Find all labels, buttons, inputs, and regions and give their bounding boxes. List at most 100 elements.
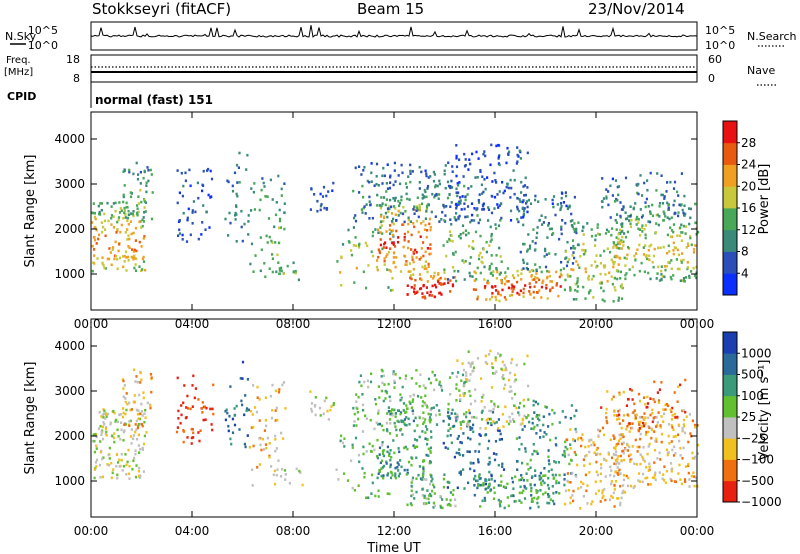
echo-cell bbox=[201, 189, 204, 193]
echo-cell bbox=[625, 474, 628, 478]
y-tick-label: 4000 bbox=[54, 339, 85, 353]
echo-cell bbox=[597, 232, 600, 236]
echo-cell bbox=[408, 198, 411, 201]
echo-cell bbox=[186, 394, 189, 398]
echo-cell bbox=[673, 445, 676, 449]
echo-cell bbox=[664, 215, 667, 218]
echo-cell bbox=[404, 423, 407, 427]
echo-cell bbox=[388, 395, 391, 399]
echo-cell bbox=[540, 285, 543, 289]
echo-cell bbox=[352, 189, 355, 193]
echo-cell bbox=[543, 481, 546, 485]
echo-cell bbox=[449, 434, 452, 437]
echo-cell bbox=[377, 409, 380, 412]
echo-cell bbox=[488, 409, 491, 413]
echo-cell bbox=[94, 432, 97, 436]
echo-cell bbox=[443, 473, 446, 476]
echo-cell bbox=[584, 455, 587, 458]
echo-cell bbox=[416, 208, 420, 212]
echo-cell bbox=[361, 467, 364, 470]
echo-cell bbox=[409, 276, 412, 280]
echo-cell bbox=[250, 242, 254, 246]
echo-cell bbox=[512, 169, 515, 172]
echo-cell bbox=[263, 185, 266, 188]
echo-cell bbox=[667, 244, 670, 248]
echo-cell bbox=[628, 445, 631, 449]
echo-cell bbox=[486, 447, 490, 450]
echo-cell bbox=[490, 143, 493, 147]
echo-cell bbox=[99, 424, 102, 428]
echo-cell bbox=[478, 433, 481, 436]
echo-cell bbox=[535, 450, 538, 453]
echo-cell bbox=[144, 210, 147, 213]
echo-cell bbox=[619, 454, 622, 458]
echo-cell bbox=[201, 221, 204, 224]
echo-cell bbox=[637, 479, 640, 482]
echo-cell bbox=[371, 234, 374, 238]
echo-cell bbox=[459, 398, 462, 401]
echo-cell bbox=[115, 418, 118, 422]
echo-cell bbox=[580, 444, 583, 448]
echo-cell bbox=[400, 396, 403, 400]
echo-cell bbox=[536, 452, 539, 455]
echo-cell bbox=[613, 474, 616, 478]
echo-cell bbox=[398, 201, 402, 205]
echo-cell bbox=[660, 174, 663, 177]
echo-cell bbox=[575, 231, 578, 235]
echo-cell bbox=[536, 231, 539, 235]
echo-cell bbox=[601, 426, 605, 430]
echo-cell bbox=[422, 220, 425, 223]
echo-cell bbox=[398, 472, 401, 475]
echo-cell bbox=[249, 410, 253, 413]
echo-cell bbox=[528, 282, 531, 285]
echo-cell bbox=[354, 236, 357, 239]
echo-cell bbox=[468, 158, 471, 161]
echo-cell bbox=[629, 215, 632, 218]
echo-cell bbox=[98, 410, 101, 414]
echo-cell bbox=[682, 211, 685, 215]
echo-cell bbox=[505, 280, 508, 283]
echo-cell bbox=[126, 460, 129, 464]
echo-cell bbox=[462, 394, 465, 397]
echo-cell bbox=[441, 498, 444, 501]
echo-cell bbox=[672, 249, 675, 252]
echo-cell bbox=[394, 180, 397, 183]
echo-cell bbox=[411, 255, 414, 259]
echo-cell bbox=[522, 478, 525, 482]
echo-cell bbox=[118, 201, 121, 204]
echo-cell bbox=[326, 409, 329, 413]
echo-cell bbox=[454, 504, 457, 508]
echo-cell bbox=[658, 451, 661, 455]
colorbar-tick-label: −25 bbox=[741, 431, 766, 445]
echo-cell bbox=[646, 188, 649, 192]
echo-cell bbox=[468, 450, 471, 454]
echo-cell bbox=[651, 476, 654, 479]
echo-cell bbox=[547, 425, 550, 428]
echo-cell bbox=[653, 247, 656, 251]
echo-cell bbox=[438, 291, 441, 295]
echo-cell bbox=[590, 277, 594, 281]
echo-cell bbox=[147, 168, 150, 172]
echo-cell bbox=[196, 181, 199, 185]
echo-cell bbox=[495, 421, 498, 424]
echo-cell bbox=[461, 224, 465, 227]
echo-cell bbox=[464, 158, 467, 161]
echo-cell bbox=[413, 445, 416, 449]
echo-cell bbox=[614, 447, 617, 451]
echo-cell bbox=[115, 255, 118, 258]
echo-cell bbox=[640, 261, 643, 265]
echo-cell bbox=[359, 374, 362, 377]
echo-cell bbox=[138, 474, 141, 478]
echo-cell bbox=[274, 389, 277, 393]
echo-cell bbox=[530, 274, 533, 277]
echo-cell bbox=[136, 380, 139, 384]
echo-cell bbox=[458, 158, 461, 161]
echo-cell bbox=[356, 410, 359, 414]
echo-cell bbox=[394, 415, 397, 419]
echo-cell bbox=[150, 173, 153, 176]
echo-cell bbox=[684, 276, 688, 279]
echo-cell bbox=[101, 437, 105, 441]
echo-cell bbox=[503, 189, 506, 193]
echo-cell bbox=[423, 421, 426, 424]
echo-cell bbox=[405, 423, 408, 427]
